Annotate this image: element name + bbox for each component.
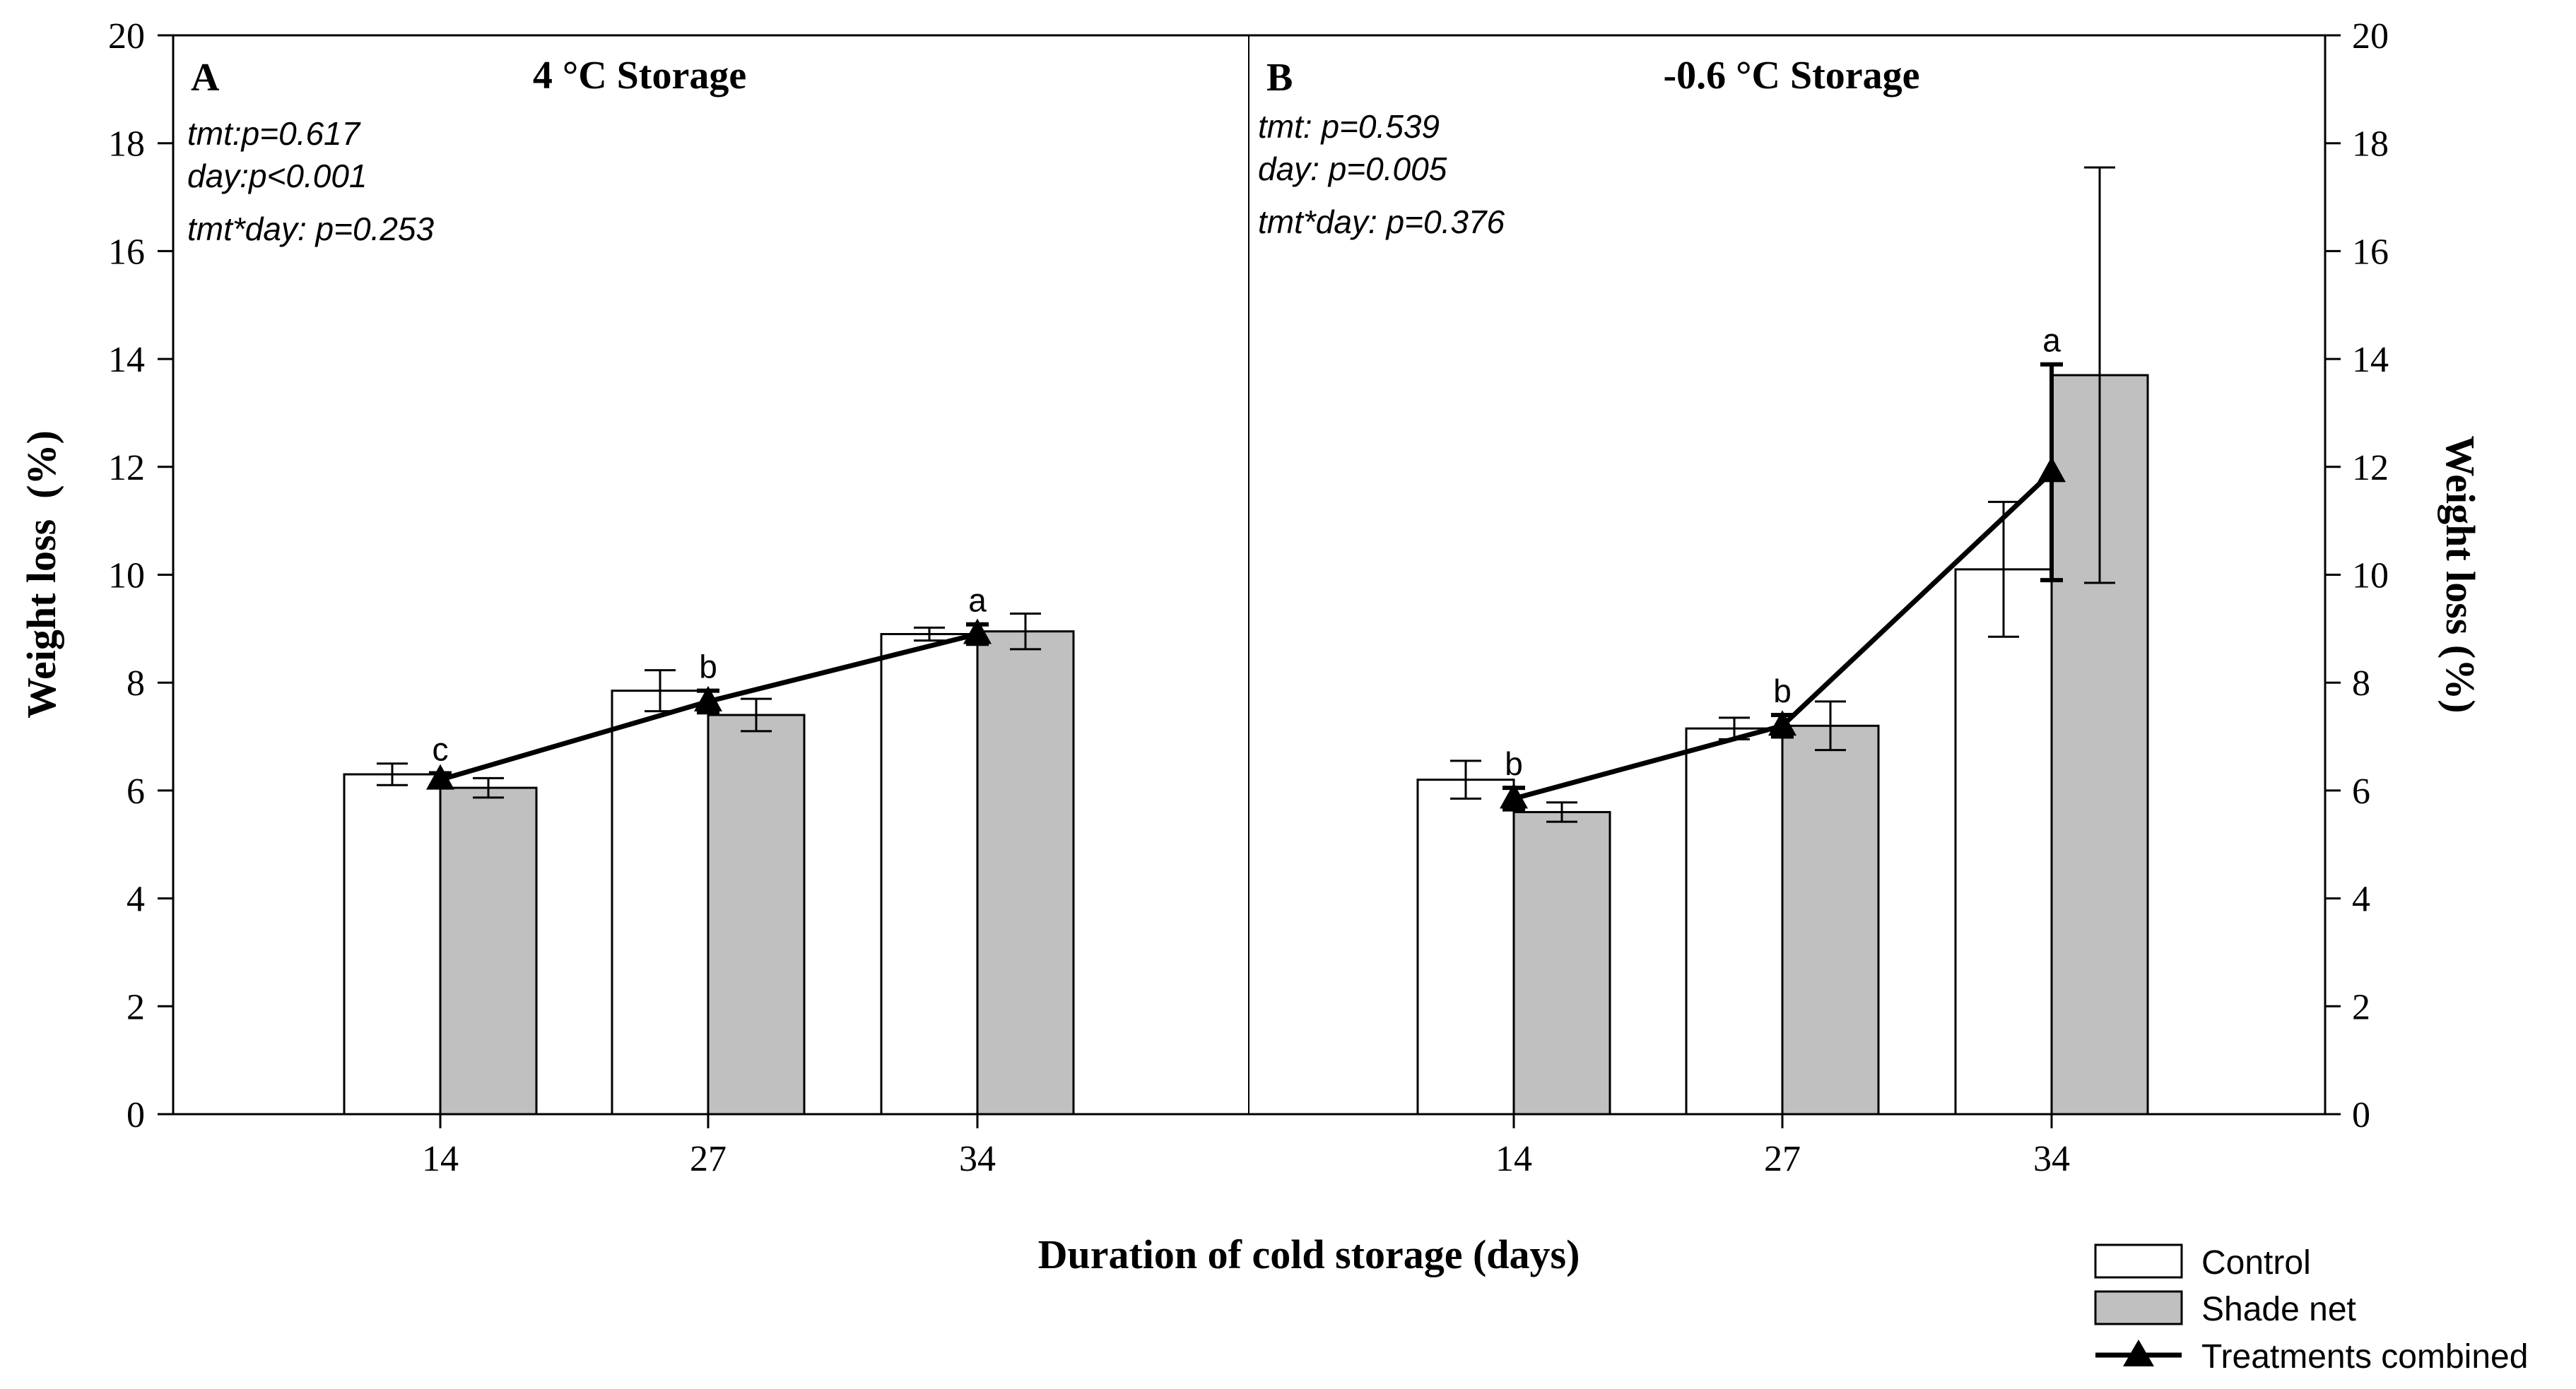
bar-control [1685,727,1784,1116]
significance-letter: a [2042,322,2061,359]
y-tick-label-right: 6 [2352,772,2370,812]
y-tick-label-left: 6 [127,772,145,812]
y-tick-label-left: 12 [108,448,145,488]
legend-swatch-shade-net [2094,1290,2183,1325]
combined-marker [1500,783,1528,809]
bar-control [611,690,710,1116]
bar-shade-net [1781,724,1880,1116]
bar-shade-net [976,630,1075,1116]
bar-control [880,632,979,1116]
y-tick-label-left: 2 [127,987,145,1027]
combined-marker [694,685,722,711]
y-tick-label-right: 20 [2352,16,2389,57]
stats-line: tmt*day: p=0.376 [1258,203,1505,240]
panel-label: A [191,56,220,100]
stats-line: day:p<0.001 [187,158,367,194]
x-tick-label: 14 [1495,1139,1532,1179]
legend-triangle-icon [2123,1340,2154,1366]
y-axis-right-title: Weight loss (%) [2437,435,2483,713]
stats-line: day: p=0.005 [1258,150,1447,187]
stats-line: tmt:p=0.617 [187,115,361,152]
bars-layer [343,166,2149,1116]
y-axis-left: 0 2 4 6 8 10 12 14 16 18 20 [108,16,173,1135]
stats-line: tmt*day: p=0.253 [187,211,434,247]
x-tick-label: 14 [422,1139,459,1179]
bar-control [1954,568,2053,1116]
combined-marker [1768,710,1796,736]
bar-control [343,773,442,1116]
x-axis: 14 27 34 14 27 34 [422,1114,2070,1179]
significance-letter: b [1773,673,1792,709]
x-tick-label: 27 [1764,1139,1801,1179]
bar-shade-net [439,786,538,1116]
y-tick-label-right: 10 [2352,556,2389,596]
legend-swatch-control [2094,1243,2183,1279]
x-axis-title: Duration of cold storage (days) [1038,1231,1580,1277]
panel-label: B [1266,56,1293,100]
x-tick-label: 27 [690,1139,727,1179]
combined-marker [2037,456,2066,483]
bar-shade-net [707,714,806,1116]
y-tick-label-left: 20 [108,16,145,57]
bar-control [1416,779,1515,1116]
y-tick-label-right: 4 [2352,880,2370,920]
significance-letter: b [699,649,717,685]
y-tick-label-left: 18 [108,124,145,165]
y-tick-label-left: 0 [127,1095,145,1135]
significance-letter: a [968,582,987,619]
significance-letter: b [1505,745,1523,782]
combined-marker [426,764,454,790]
combined-layer [426,362,2066,812]
y-tick-label-right: 16 [2352,232,2389,272]
bar-shade-net [1512,810,1611,1116]
y-tick-label-right: 8 [2352,663,2370,704]
y-tick-label-left: 8 [127,663,145,704]
x-tick-label: 34 [2033,1139,2070,1179]
y-tick-label-right: 2 [2352,987,2370,1027]
y-tick-label-left: 4 [127,880,145,920]
legend-label-control: Control [2201,1244,2311,1282]
y-tick-label-left: 10 [108,556,145,596]
y-tick-label-right: 0 [2352,1095,2370,1135]
stats-line: tmt: p=0.539 [1258,108,1440,145]
significance-letter: c [433,731,449,767]
legend-label-shade-net: Shade net [2201,1291,2356,1328]
y-tick-label-left: 14 [108,340,145,380]
panel-title: -0.6 °C Storage [1664,54,1920,97]
legend: Control Shade net Treatments combined [2094,1243,2528,1376]
combined-marker [963,618,992,644]
annotations-layer: A 4 °C Storage tmt:p=0.617 day:p<0.001 tmt*d… [187,54,2061,782]
y-tick-label-right: 12 [2352,448,2389,488]
y-tick-label-right: 18 [2352,124,2389,165]
y-axis-right: 0 2 4 6 8 10 12 14 16 18 20 [2325,16,2389,1135]
y-axis-left-title: Weight loss (%) [18,430,64,719]
y-tick-label-right: 14 [2352,340,2389,380]
x-tick-label: 34 [959,1139,996,1179]
legend-label-combined: Treatments combined [2201,1338,2528,1376]
y-tick-label-left: 16 [108,232,145,272]
panel-title: 4 °C Storage [533,54,746,97]
